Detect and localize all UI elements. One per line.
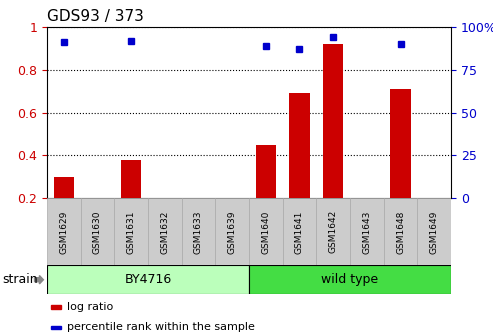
Text: GSM1649: GSM1649 [430,210,439,254]
Text: GSM1639: GSM1639 [228,210,237,254]
Text: GSM1632: GSM1632 [160,210,169,254]
Text: GSM1641: GSM1641 [295,210,304,254]
Bar [148,198,181,265]
Bar [289,93,310,198]
Text: GSM1630: GSM1630 [93,210,102,254]
Text: GSM1642: GSM1642 [329,210,338,253]
Text: GSM1633: GSM1633 [194,210,203,254]
Bar [390,89,411,198]
Text: strain: strain [2,273,38,286]
Bar [51,326,61,329]
Text: GDS93 / 373: GDS93 / 373 [47,9,144,24]
Bar [121,160,141,198]
Bar [418,198,451,265]
Text: GSM1631: GSM1631 [127,210,136,254]
Bar [51,305,61,308]
Bar [54,177,74,198]
Text: wild type: wild type [321,273,379,286]
Bar [215,198,249,265]
Text: GSM1640: GSM1640 [261,210,270,254]
Text: BY4716: BY4716 [124,273,172,286]
Bar [114,198,148,265]
Bar [350,198,384,265]
Bar [47,198,80,265]
Text: GSM1643: GSM1643 [362,210,371,254]
Text: percentile rank within the sample: percentile rank within the sample [67,322,255,332]
Text: GSM1648: GSM1648 [396,210,405,254]
Bar [249,265,451,294]
Bar [47,265,249,294]
Bar [317,198,350,265]
Bar [181,198,215,265]
Text: GSM1629: GSM1629 [59,210,68,254]
Bar [249,198,282,265]
Bar [256,145,276,198]
Text: log ratio: log ratio [67,302,113,312]
Bar [80,198,114,265]
Bar [384,198,418,265]
Bar [323,44,343,198]
Bar [282,198,317,265]
